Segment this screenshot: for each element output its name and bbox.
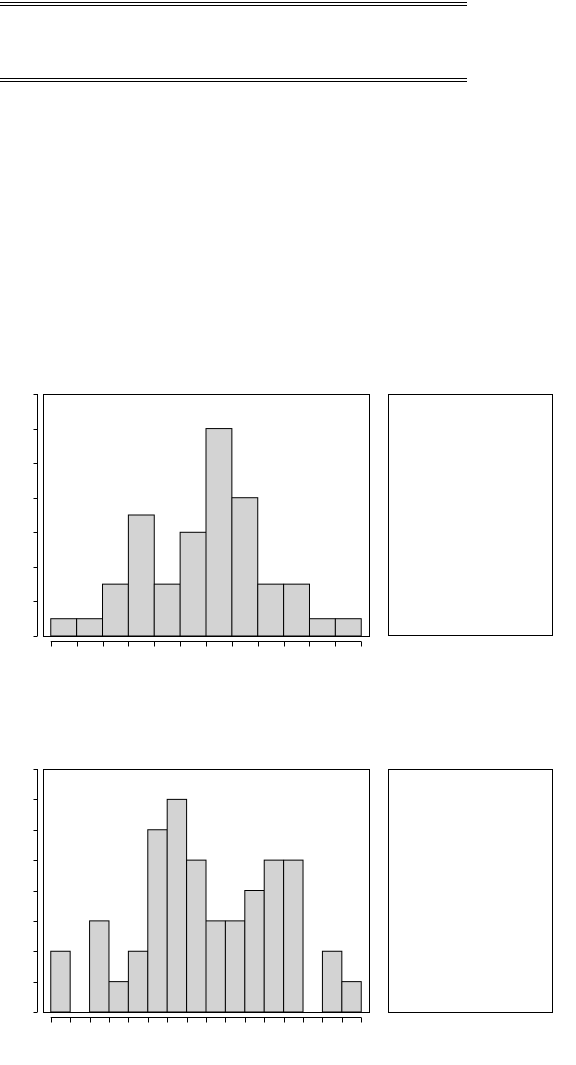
bar [76, 618, 104, 637]
bar [341, 981, 362, 1013]
side-box [388, 394, 553, 636]
bar [244, 890, 265, 1013]
bar [89, 920, 110, 1013]
bar [102, 583, 129, 637]
bar [283, 859, 304, 1013]
bar [263, 859, 285, 1013]
bar [205, 428, 233, 637]
bar [308, 618, 336, 637]
bar [108, 981, 129, 1013]
bar [147, 829, 168, 1013]
bar [50, 618, 78, 637]
bar [224, 920, 246, 1013]
bar [127, 950, 149, 1013]
bar [334, 618, 362, 637]
side-box [388, 769, 553, 1013]
bar [205, 920, 226, 1013]
bar [231, 497, 259, 637]
bar [186, 859, 207, 1013]
bar [179, 531, 207, 637]
bar [153, 583, 181, 637]
bar [166, 798, 188, 1013]
plot-frame [43, 394, 370, 637]
bar [283, 583, 310, 637]
bar [50, 950, 71, 1013]
bar [127, 514, 155, 637]
bar [257, 583, 285, 637]
bar [321, 950, 343, 1013]
